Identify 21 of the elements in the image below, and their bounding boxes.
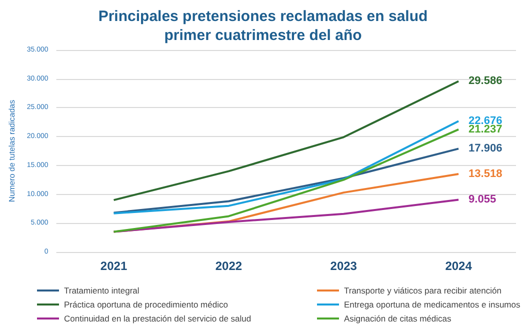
- line-series: [112, 198, 460, 233]
- legend-label: Práctica oportuna de procedimiento médico: [64, 300, 228, 310]
- line-series: [112, 128, 460, 233]
- chart-title: Principales pretensiones reclamadas en salud primer cuatrimestre del año: [98, 8, 428, 44]
- x-tick-label: 2023: [330, 259, 358, 273]
- data-label: 9.055: [468, 194, 496, 206]
- x-tick-label: 2024: [445, 259, 472, 273]
- line-series: [112, 148, 460, 214]
- legend-label: Continuidad en la prestación del servicio de salud: [64, 314, 252, 324]
- line-series: [112, 80, 460, 202]
- x-tick-label: 2022: [215, 259, 242, 273]
- legend-label: Entrega oportuna de medicamentos e insumos: [344, 300, 520, 310]
- line-series: [112, 120, 460, 214]
- data-label: 17.906: [468, 142, 502, 155]
- legend-label: Tratamiento integral: [64, 286, 140, 296]
- legend-label: Transporte y viáticos para recibir atención: [344, 286, 502, 296]
- x-tick-label: 2021: [100, 259, 128, 273]
- legend-label: Asignación de citas médicas: [344, 314, 452, 324]
- data-label: 29.586: [468, 75, 502, 88]
- y-axis-title: Numero de tutelas radicadas: [8, 100, 16, 202]
- data-label: 13.518: [468, 168, 502, 180]
